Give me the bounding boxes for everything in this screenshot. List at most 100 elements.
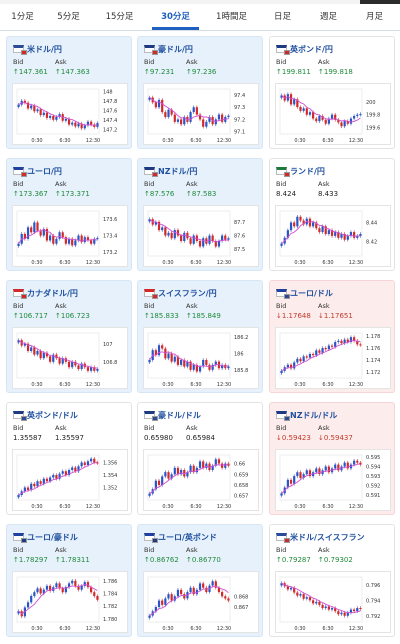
- quote-flag-icon: [21, 172, 27, 177]
- candle-body: [17, 243, 20, 246]
- rate-card[interactable]: NZドル/円 Bid Ask ↑87.576 ↑87.583 87.7 87.6 8…: [137, 158, 263, 271]
- candle-body: [58, 583, 61, 589]
- rate-card[interactable]: ユーロ/ドル Bid Ask ↓1.17648 ↓1.17651 1.178 1.…: [269, 280, 395, 393]
- tab-0[interactable]: 1分足: [11, 12, 34, 22]
- tab-6[interactable]: 週足: [319, 12, 337, 22]
- pair-name[interactable]: 米ドル/円: [27, 44, 62, 54]
- candle-body: [192, 235, 195, 244]
- rate-card[interactable]: 英ポンド/円 Bid Ask ↑199.811 ↑199.818 200 199.…: [269, 36, 395, 149]
- candle-body: [61, 471, 64, 474]
- tab-5[interactable]: 日足: [273, 12, 291, 22]
- pair-name[interactable]: ユーロ/英ポンド: [158, 532, 217, 542]
- pair-name[interactable]: 米ドル/スイスフラン: [290, 532, 365, 542]
- ask-label: Ask: [186, 180, 198, 188]
- pair-name[interactable]: 豪ドル/ドル: [158, 410, 201, 420]
- rate-card[interactable]: ユーロ/円 Bid Ask ↑173.367 ↑173.371 173.6 173…: [6, 158, 132, 271]
- candle-body: [96, 238, 99, 239]
- pair-name[interactable]: スイスフラン/円: [158, 288, 217, 298]
- y-tick-label: 147.4: [103, 118, 117, 124]
- candle-body: [296, 472, 299, 477]
- rate-card[interactable]: 英ポンド/ドル Bid Ask 1.35587 1.35597 1.356 1.3…: [6, 402, 132, 515]
- quote-flag-icon: [284, 416, 290, 421]
- candle-body: [96, 123, 99, 127]
- chart-svg: 1.356 1.354 1.352 0:30 6:30 12:30: [16, 454, 117, 510]
- chart-svg: 200 199.8 199.6 0:30 6:30 12:30: [279, 88, 380, 144]
- candle-body: [90, 121, 93, 125]
- pair-name[interactable]: NZドル/ドル: [290, 410, 338, 420]
- candle-body: [280, 583, 283, 586]
- mini-chart[interactable]: 1.178 1.176 1.174 1.172 0:30 6:30 12:30: [275, 327, 391, 389]
- mini-chart[interactable]: 8.44 8.42 0:30 6:30 12:30: [275, 205, 391, 267]
- candle-body: [224, 596, 227, 599]
- y-tick-label: 199.8: [366, 113, 380, 119]
- rate-card[interactable]: カナダドル/円 Bid Ask ↑106.717 ↑106.723 107 106…: [6, 280, 132, 393]
- tab-7[interactable]: 月足: [365, 12, 383, 22]
- tab-4[interactable]: 1時間足: [216, 12, 247, 22]
- candle-body: [67, 361, 71, 368]
- pair-name[interactable]: 英ポンド/ドル: [27, 410, 78, 420]
- x-tick-label: 6:30: [322, 382, 333, 388]
- bid-label: Bid: [144, 180, 155, 188]
- mini-chart[interactable]: 173.6 173.4 173.2 0:30 6:30 12:30: [12, 205, 128, 267]
- tab-3[interactable]: 30分足: [148, 4, 203, 30]
- candle-body: [77, 235, 80, 241]
- quote-flag-icon: [152, 172, 158, 177]
- rate-card[interactable]: 米ドル/円 Bid Ask ↑147.361 ↑147.363 148 147.8…: [6, 36, 132, 149]
- candle-body: [308, 112, 312, 115]
- mini-chart[interactable]: 97.4 97.3 97.2 97.1 0:30 6:30 12:30: [143, 83, 259, 145]
- x-tick-label: 12:30: [217, 382, 231, 388]
- pair-name[interactable]: ランド/円: [290, 166, 325, 176]
- mini-chart[interactable]: 1.356 1.354 1.352 0:30 6:30 12:30: [12, 449, 128, 511]
- bid-value: ↓1.17648: [276, 312, 311, 320]
- candle-body: [26, 487, 30, 490]
- candle-body: [289, 587, 293, 590]
- mini-chart[interactable]: 0.66 0.659 0.658 0.657 0:30 6:30 12:30: [143, 449, 259, 511]
- rate-card[interactable]: NZドル/ドル Bid Ask ↓0.59423 ↓0.59437 0.595 0…: [269, 402, 395, 515]
- bid-value: 8.424: [276, 190, 297, 198]
- candle-body: [83, 462, 86, 465]
- candle-body: [312, 222, 315, 227]
- bid-label: Bid: [276, 180, 287, 188]
- pair-name[interactable]: 英ポンド/円: [290, 44, 333, 54]
- candle-body: [302, 474, 305, 478]
- pair-name[interactable]: ユーロ/豪ドル: [27, 532, 78, 542]
- quote-flag-icon: [284, 172, 290, 177]
- mini-chart[interactable]: 1.786 1.784 1.782 1.780 0:30 6:30 12:30: [12, 571, 128, 633]
- x-tick-label: 0:30: [31, 382, 42, 388]
- bid-label: Bid: [13, 546, 24, 554]
- moving-average-line: [18, 102, 98, 126]
- y-tick-label: 87.5: [234, 247, 245, 253]
- rate-card[interactable]: 米ドル/スイスフラン Bid Ask ↑0.79287 ↑0.79302 0.7…: [269, 524, 395, 637]
- x-tick-label: 0:30: [294, 260, 305, 266]
- candle-body: [293, 222, 296, 227]
- mini-chart[interactable]: 107 106.8 0:30 6:30 12:30: [12, 327, 128, 389]
- pair-name[interactable]: ユーロ/ドル: [290, 288, 333, 298]
- mini-chart[interactable]: 87.7 87.6 87.5 0:30 6:30 12:30: [143, 205, 259, 267]
- card-title: ユーロ/円: [13, 165, 62, 177]
- ask-label: Ask: [55, 180, 67, 188]
- rate-card[interactable]: 豪ドル/ドル Bid Ask 0.65980 0.65984 0.66 0.659…: [137, 402, 263, 515]
- mini-chart[interactable]: 0.595 0.594 0.593 0.592 0.591 0:30 6:30 12:30: [275, 449, 391, 511]
- tab-2[interactable]: 15分足: [105, 12, 134, 22]
- mini-chart[interactable]: 0.796 0.794 0.792 0:30 6:30 12:30: [275, 571, 391, 633]
- mini-chart[interactable]: 148 147.8 147.6 147.4 147.2 0:30 6:30 12:30: [12, 83, 128, 145]
- rate-card[interactable]: ランド/円 Bid Ask 8.424 8.433 8.44 8.42 0:30 6:…: [269, 158, 395, 271]
- mini-chart[interactable]: 186.2 186 185.8 0:30 6:30 12:30: [143, 327, 259, 389]
- candle-body: [349, 232, 353, 236]
- rate-card[interactable]: ユーロ/豪ドル Bid Ask ↑1.78297 ↑1.78311 1.786 1…: [6, 524, 132, 637]
- y-tick-label: 0.593: [366, 474, 380, 480]
- rate-card[interactable]: スイスフラン/円 Bid Ask ↑185.833 ↑185.849 186.2…: [137, 280, 263, 393]
- plot-frame: [147, 332, 231, 379]
- bid-ask-values: 8.424 8.433: [276, 190, 338, 198]
- tab-1[interactable]: 5分足: [57, 12, 80, 22]
- plot-frame: [279, 210, 363, 257]
- mini-chart[interactable]: 200 199.8 199.6 0:30 6:30 12:30: [275, 83, 391, 145]
- pair-name[interactable]: NZドル/円: [158, 166, 198, 176]
- rate-card[interactable]: 豪ドル/円 Bid Ask ↑97.231 ↑97.236 97.4 97.3 97…: [137, 36, 263, 149]
- pair-name[interactable]: ユーロ/円: [27, 166, 62, 176]
- mini-chart[interactable]: 0.868 0.867 0:30 6:30 12:30: [143, 571, 259, 633]
- pair-name[interactable]: カナダドル/円: [27, 288, 78, 298]
- pair-name[interactable]: 豪ドル/円: [158, 44, 193, 54]
- rate-card[interactable]: ユーロ/英ポンド Bid Ask ↑0.86762 ↑0.86770 0.868…: [137, 524, 263, 637]
- candle-body: [286, 364, 289, 368]
